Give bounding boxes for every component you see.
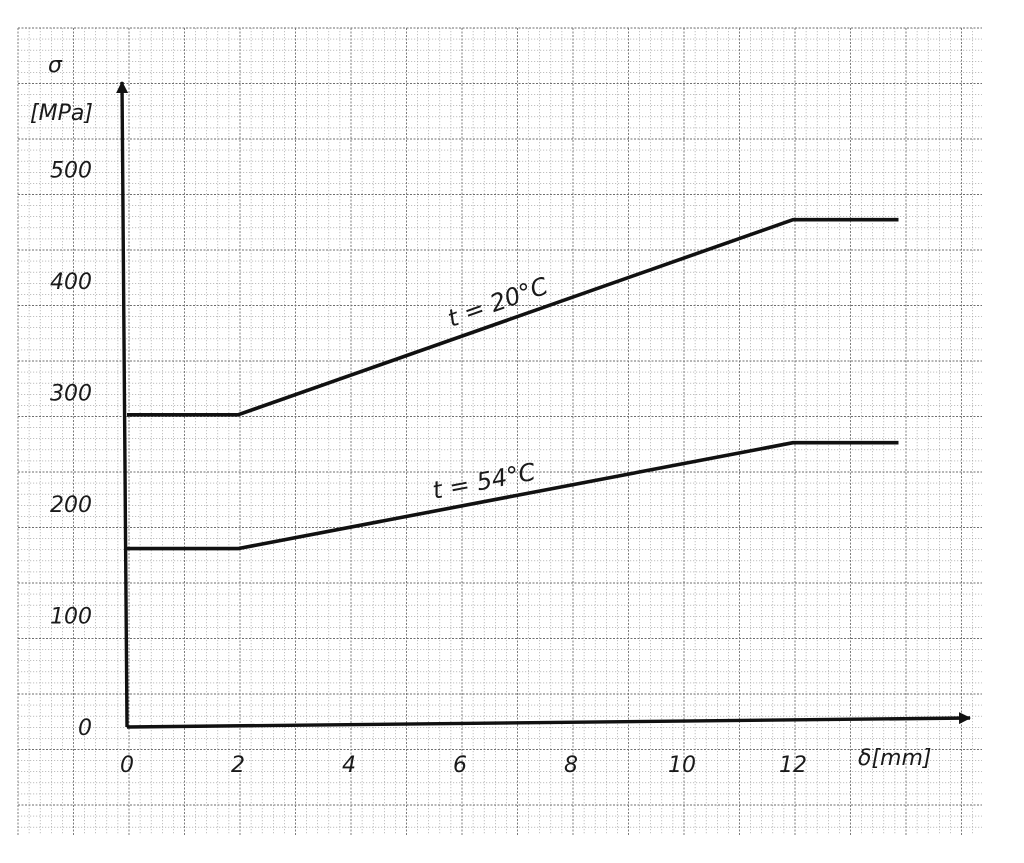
x-tick-label: 12 <box>779 753 807 778</box>
axes <box>116 81 971 729</box>
x-tick-label: 2 <box>231 753 245 778</box>
series <box>127 217 899 551</box>
x-tick-label: 10 <box>668 753 696 778</box>
x-tick-label: 8 <box>564 753 578 778</box>
y-axis-unit: [MPa] <box>30 101 93 126</box>
y-tick-label: 0 <box>78 716 92 741</box>
y-tick-label: 300 <box>50 382 92 407</box>
x-tick-label: 4 <box>342 753 356 778</box>
x-tick-labels: 0 2 4 6 8 10 12 <box>120 753 807 778</box>
series-labels: t = 20°Ct = 54°C <box>430 272 551 505</box>
series-label: t = 54°C <box>430 458 538 505</box>
y-tick-labels: 0 100 200 300 400 500 <box>50 159 92 742</box>
y-axis <box>116 81 129 728</box>
series-line <box>127 217 899 417</box>
graph-paper-grid <box>17 27 982 835</box>
y-axis-symbol: σ <box>48 53 63 78</box>
x-tick-label: 6 <box>453 753 467 778</box>
x-axis-label: δ[mm] <box>858 746 932 771</box>
y-tick-label: 200 <box>50 493 92 518</box>
y-tick-label: 400 <box>50 270 92 295</box>
x-tick-label: 0 <box>120 753 134 778</box>
series-line <box>127 440 899 551</box>
y-tick-label: 500 <box>50 159 92 184</box>
x-axis <box>126 712 971 729</box>
y-tick-label: 100 <box>50 605 92 630</box>
